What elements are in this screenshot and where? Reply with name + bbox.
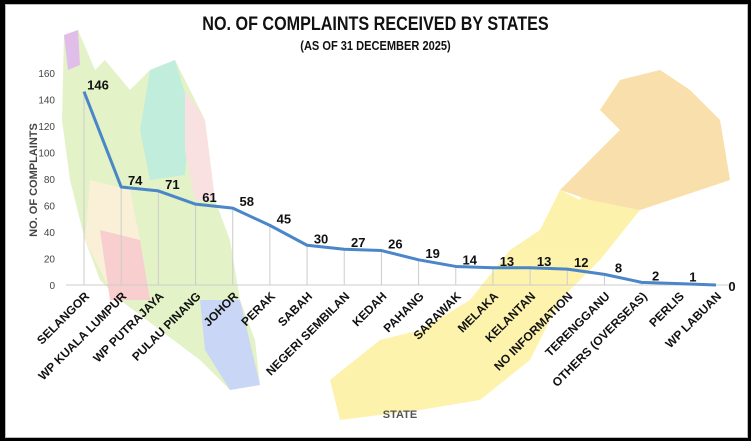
y-tick-label: 100 bbox=[38, 149, 55, 160]
y-tick-label: 60 bbox=[44, 202, 56, 213]
series-line bbox=[82, 91, 717, 287]
y-tick-label: 160 bbox=[38, 69, 55, 80]
x-tick-label: PERAK bbox=[238, 289, 278, 329]
data-label: 8 bbox=[615, 260, 622, 275]
y-axis-label: NO. OF COMPLAINTS bbox=[28, 123, 40, 237]
data-label: 0 bbox=[728, 279, 735, 294]
x-axis-label: STATE bbox=[383, 409, 417, 421]
data-label: 13 bbox=[537, 254, 551, 269]
data-label: 74 bbox=[128, 173, 143, 188]
data-label: 27 bbox=[351, 235, 365, 250]
y-tick-label: 20 bbox=[44, 255, 56, 266]
data-label: 2 bbox=[652, 268, 659, 283]
chart-title: NO. OF COMPLAINTS RECEIVED BY STATES bbox=[202, 14, 549, 35]
data-label: 71 bbox=[165, 177, 179, 192]
y-tick-label: 140 bbox=[38, 96, 55, 107]
y-tick-label: 120 bbox=[38, 122, 55, 133]
data-label: 30 bbox=[314, 231, 328, 246]
data-label: 19 bbox=[425, 246, 439, 261]
chart-subtitle: (AS OF 31 DECEMBER 2025) bbox=[300, 38, 451, 53]
data-label: 12 bbox=[574, 255, 588, 270]
data-label: 14 bbox=[463, 252, 478, 267]
data-label: 1 bbox=[689, 270, 696, 285]
data-label: 26 bbox=[388, 237, 402, 252]
map-background bbox=[62, 30, 730, 420]
data-label: 146 bbox=[87, 78, 109, 93]
data-label: 61 bbox=[202, 190, 216, 205]
y-tick-label: 40 bbox=[44, 228, 56, 239]
data-label: 58 bbox=[239, 194, 253, 209]
data-label: 45 bbox=[277, 211, 291, 226]
y-tick-label: 0 bbox=[49, 281, 55, 292]
y-tick-label: 80 bbox=[44, 175, 56, 186]
data-label: 13 bbox=[500, 254, 514, 269]
